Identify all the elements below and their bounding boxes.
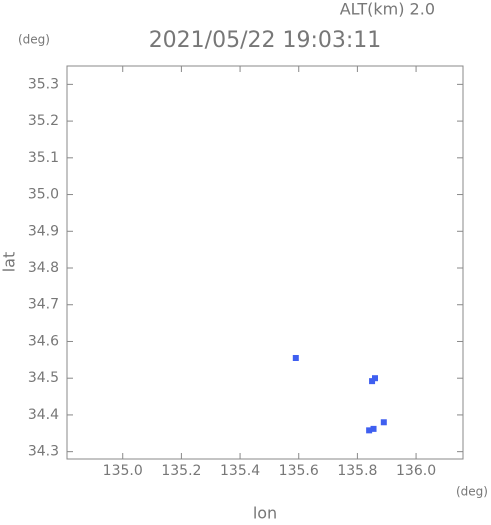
annotation: ALT(km) 2.0 [340, 0, 435, 19]
y-tick-label: 35.1 [28, 150, 59, 166]
point [292, 354, 299, 361]
y-tick-label: 34.7 [28, 297, 59, 313]
point [372, 375, 378, 382]
chart-title: 2021/05/22 19:03:11 [149, 28, 382, 53]
y-tick-label: 35.3 [28, 76, 59, 92]
point [370, 425, 377, 432]
y-tick-label: 34.8 [28, 260, 59, 276]
x-unit: (deg) [456, 485, 488, 499]
x-tick-label: 135.4 [220, 463, 260, 479]
x-tick-label: 135.8 [337, 463, 377, 479]
y-tick-label: 34.5 [28, 370, 59, 386]
x-axis-label: lon [253, 504, 277, 522]
y-tick-label: 34.9 [28, 223, 59, 239]
x-tick-label: 136.0 [396, 463, 436, 479]
x-tick-label: 135.0 [103, 463, 143, 479]
y-tick-label: 34.3 [28, 444, 59, 460]
y-axis-label: lat [0, 252, 19, 273]
y-tick-label: 34.4 [28, 407, 59, 423]
y-unit: (deg) [18, 33, 50, 47]
x-tick-label: 135.2 [161, 463, 201, 479]
plot-frame [66, 65, 464, 460]
y-tick-label: 34.6 [28, 333, 59, 349]
y-tick-label: 35.0 [28, 187, 59, 203]
x-tick-label: 135.6 [279, 463, 319, 479]
y-tick-label: 35.2 [28, 113, 59, 129]
point [366, 427, 373, 434]
point [380, 419, 387, 426]
